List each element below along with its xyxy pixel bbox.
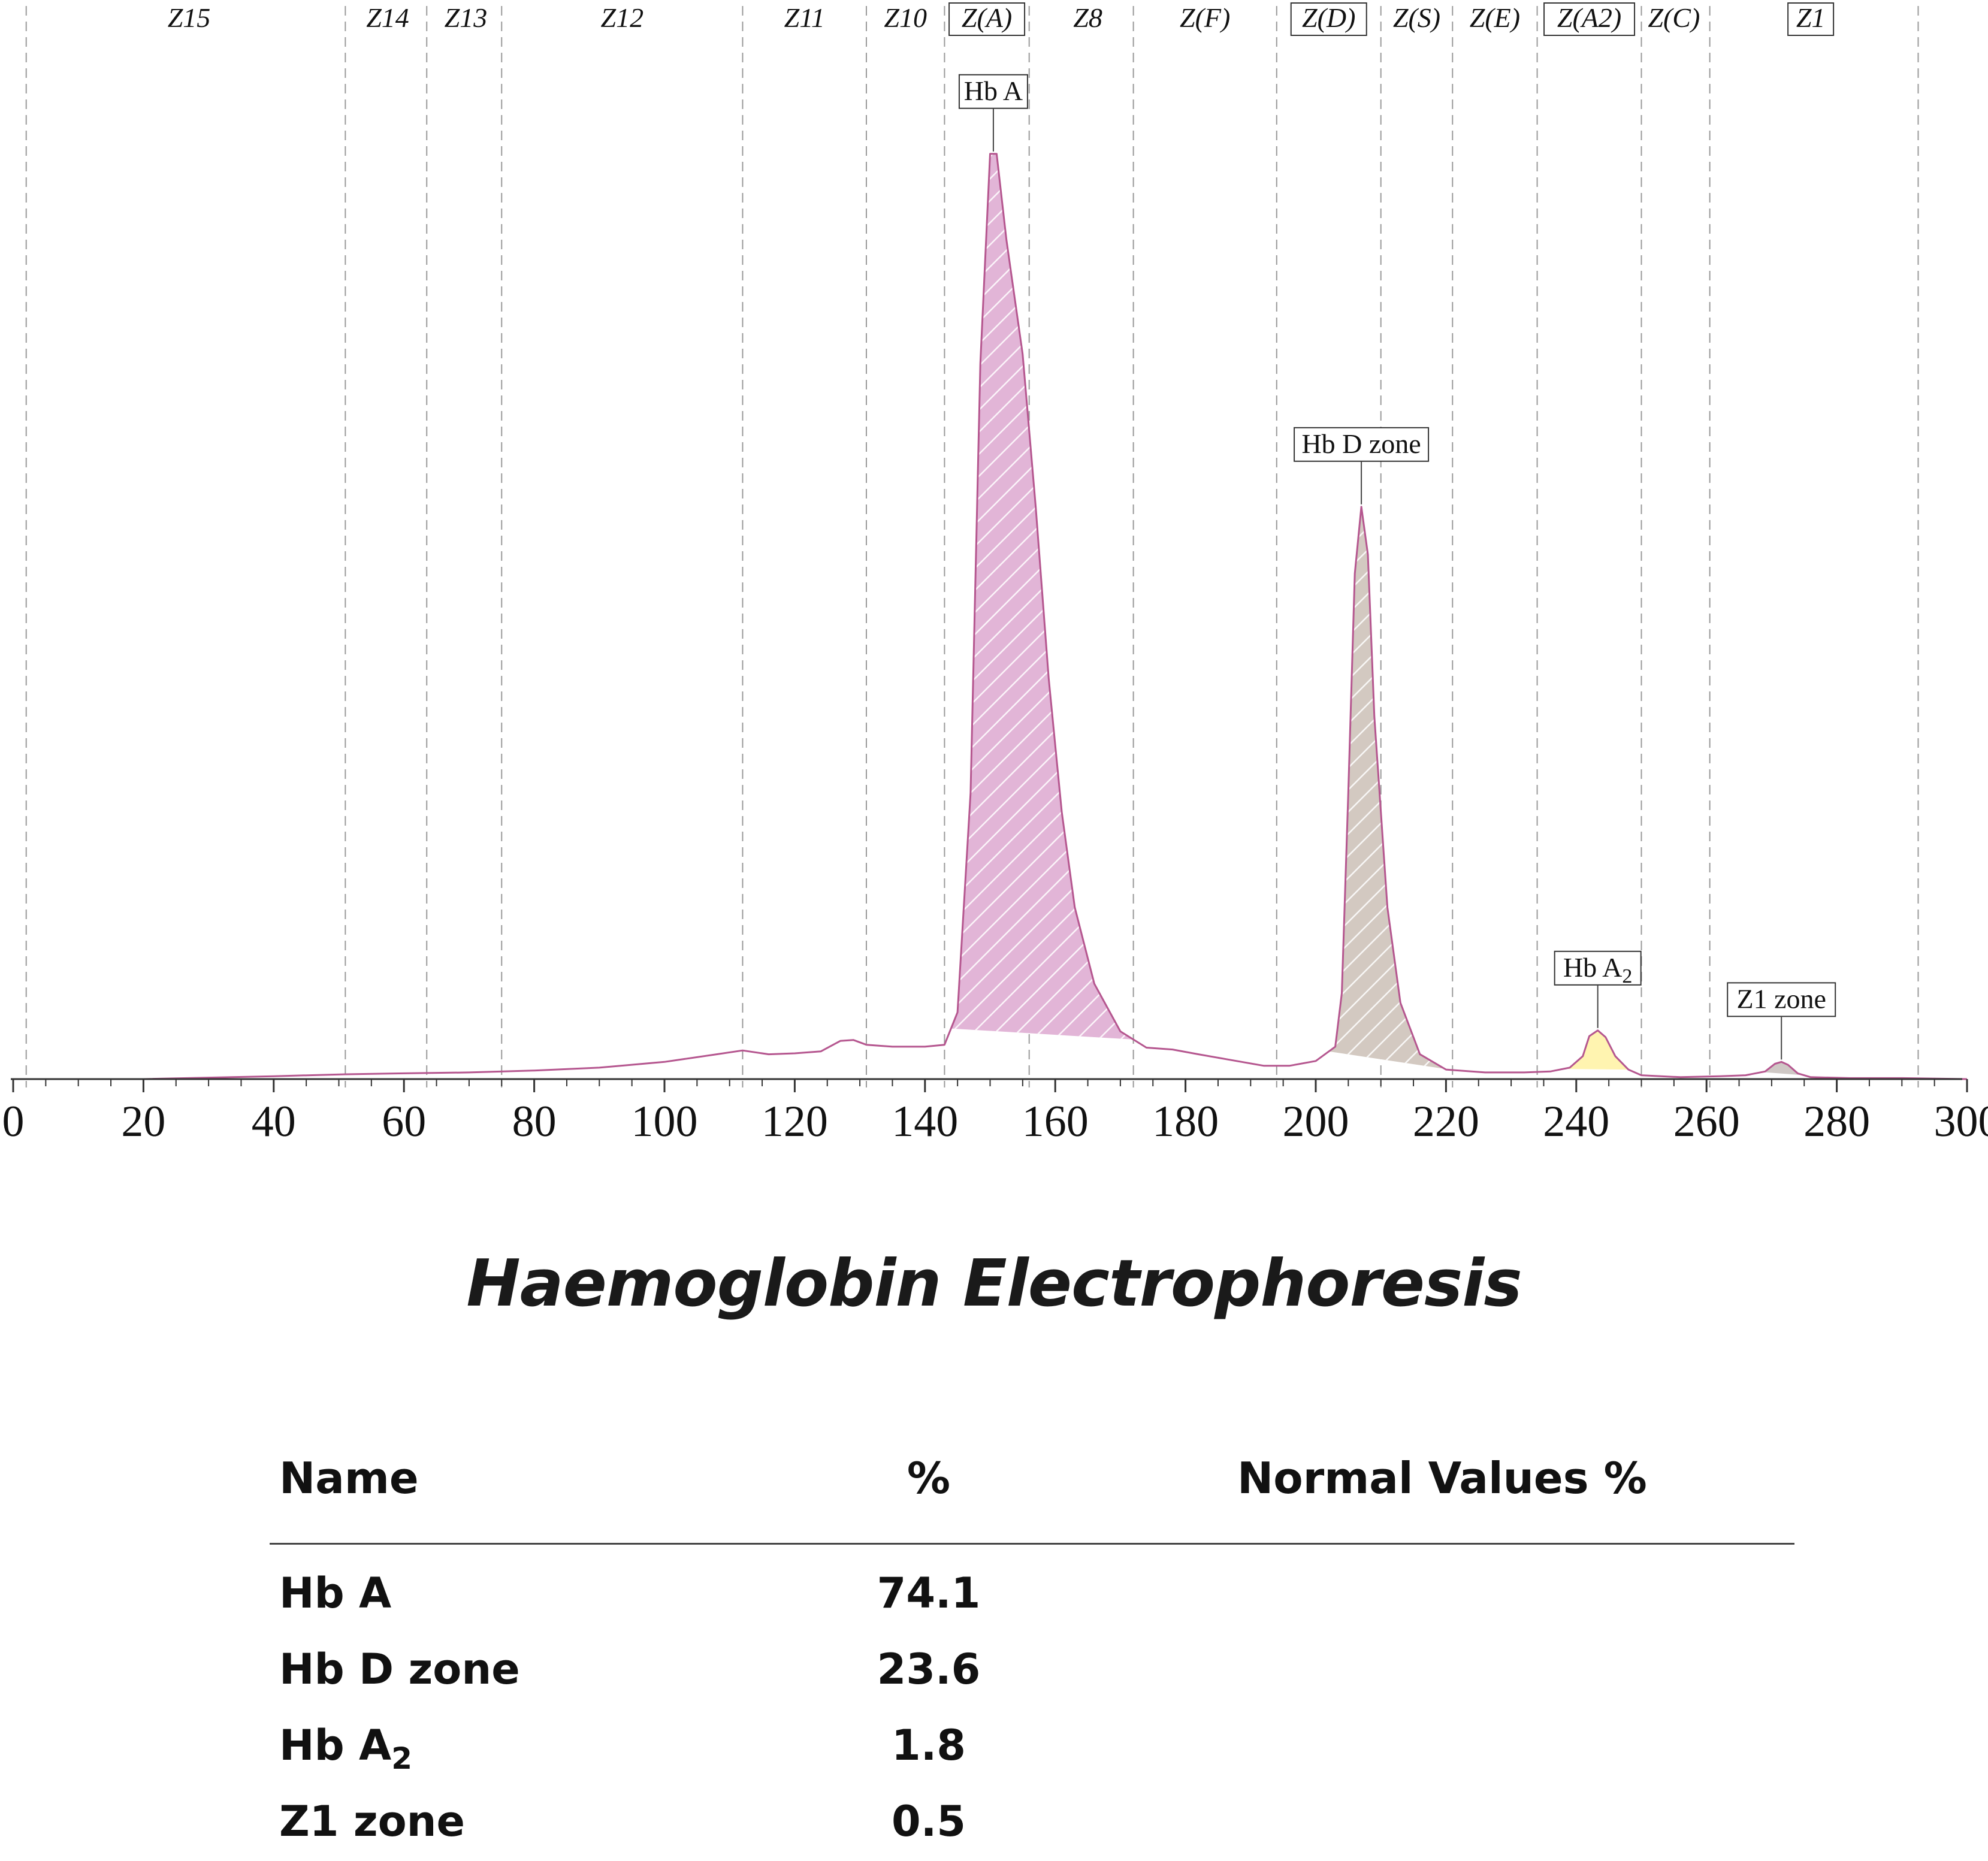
zone-label: Z8	[1073, 2, 1102, 33]
x-tick-label: 60	[382, 1097, 426, 1146]
zone-label: Z(D)	[1302, 2, 1355, 33]
row-percent: 0.5	[869, 1797, 989, 1846]
row-name-subscript: 2	[391, 1741, 412, 1776]
x-tick-label: 300	[1934, 1097, 1988, 1146]
x-tick-label: 100	[632, 1097, 698, 1146]
zone-label: Z11	[784, 2, 825, 33]
header-normal-values: Normal Values %	[1237, 1453, 1647, 1503]
peak-label-main: Hb A	[1563, 952, 1622, 983]
zone-label: Z12	[601, 2, 644, 33]
row-name: Hb D zone	[279, 1645, 520, 1694]
zone-label: Z13	[445, 2, 488, 33]
row-percent: 23.6	[869, 1645, 989, 1694]
row-name: Hb A	[279, 1721, 391, 1770]
results-table: Name % Normal Values % Hb A 74.1 Hb D zo…	[270, 1435, 1794, 1861]
zone-label: Z1	[1796, 2, 1826, 33]
zone-label: Z14	[366, 2, 409, 33]
zone-labels: Z15 Z14 Z13 Z12 Z11 Z10 Z(A) Z8 Z(F) Z(D) Z(S) Z(E)…	[168, 2, 1833, 35]
peak-label: Hb A	[964, 75, 1023, 106]
x-tick-label: 140	[892, 1097, 958, 1146]
peak-label-subscript: 2	[1622, 965, 1632, 987]
x-tick-label: 120	[762, 1097, 828, 1146]
x-tick-label: 80	[512, 1097, 557, 1146]
peak-area-hatch	[1329, 507, 1453, 1070]
row-name: Z1 zone	[279, 1797, 465, 1846]
zone-label: Z(F)	[1180, 2, 1230, 33]
x-tick-label: 0	[2, 1097, 25, 1146]
x-tick-label: 220	[1413, 1097, 1479, 1146]
page-title: Haemoglobin Electrophoresis	[0, 1246, 1988, 1321]
row-percent: 74.1	[869, 1569, 989, 1618]
table-row: Hb A2 1.8	[270, 1709, 1794, 1785]
x-tick-label: 160	[1022, 1097, 1089, 1146]
zone-label: Z(S)	[1393, 2, 1440, 33]
row-name-with-subscript: Hb A2	[279, 1721, 412, 1776]
peak-label: Hb D zone	[1301, 428, 1421, 459]
x-tick-label: 280	[1803, 1097, 1870, 1146]
x-tick-label: 200	[1283, 1097, 1349, 1146]
x-axis: 0 20 40 60 80 100 120 140 160 180 200 220 240 260 280 3…	[2, 1079, 1988, 1146]
peak-areas	[951, 154, 1804, 1075]
zone-label: Z(A2)	[1557, 2, 1621, 33]
peak-label: Z1 zone	[1736, 983, 1826, 1014]
x-tick-label: 40	[252, 1097, 296, 1146]
zone-label: Z10	[884, 2, 927, 33]
x-tick-label: 180	[1152, 1097, 1219, 1146]
zone-label: Z(C)	[1648, 2, 1700, 33]
table-row: Hb A 74.1	[270, 1557, 1794, 1633]
x-tick-label: 240	[1543, 1097, 1609, 1146]
zone-label: Z(A)	[962, 2, 1012, 33]
row-percent: 1.8	[869, 1721, 989, 1770]
row-name: Hb A	[279, 1569, 391, 1618]
header-name: Name	[279, 1453, 419, 1503]
x-tick-label: 260	[1673, 1097, 1740, 1146]
peak-label: Hb A2	[1563, 952, 1632, 987]
x-tick-label: 20	[121, 1097, 165, 1146]
table-row: Hb D zone 23.6	[270, 1633, 1794, 1709]
zone-label: Z(E)	[1470, 2, 1520, 33]
zone-label: Z15	[168, 2, 211, 33]
table-row: Z1 zone 0.5	[270, 1785, 1794, 1861]
header-percent: %	[869, 1453, 989, 1503]
results-header-row: Name % Normal Values %	[270, 1435, 1794, 1545]
